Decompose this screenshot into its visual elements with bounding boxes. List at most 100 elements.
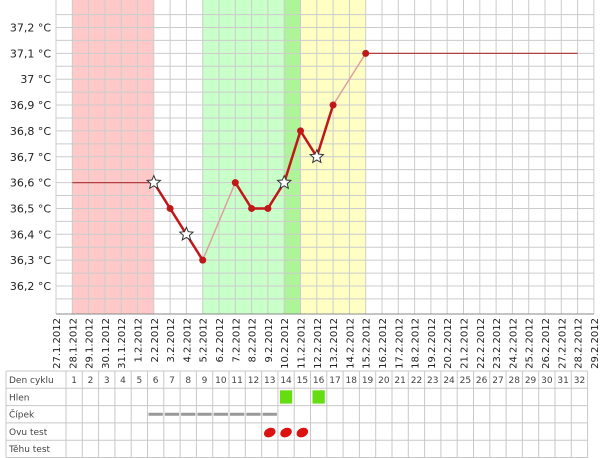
ovu-mark (280, 427, 292, 438)
table-row-label: Den cyklu (9, 376, 54, 386)
day-number: 5 (136, 376, 142, 386)
y-tick-label: 36,8 °C (10, 125, 51, 138)
table-row-label: Ovu test (9, 428, 48, 438)
ovu-mark (263, 427, 276, 438)
x-tick-label: 1.2.2012 (134, 318, 145, 363)
cipek-mark (262, 412, 277, 416)
hlen-mark (312, 390, 325, 404)
day-number: 12 (248, 376, 259, 386)
cycle-table-marks (148, 390, 325, 438)
day-number: 32 (574, 376, 585, 386)
x-tick-label: 2.2.2012 (150, 318, 161, 363)
day-number: 18 (346, 376, 358, 386)
chart-grid (55, 0, 595, 315)
cipek-mark (164, 412, 180, 416)
day-number: 17 (329, 376, 340, 386)
day-number: 8 (185, 376, 191, 386)
data-point (199, 256, 207, 264)
x-tick-label: 15.2.2012 (362, 318, 373, 369)
cipek-mark (181, 412, 196, 416)
day-number: 10 (215, 376, 227, 386)
ovu-mark (296, 427, 309, 438)
x-tick-label: 11.2.2012 (297, 318, 308, 369)
x-tick-label: 7.2.2012 (231, 318, 242, 363)
star-marker (308, 148, 325, 164)
table-row-label: Hlen (9, 393, 30, 403)
day-number: 27 (492, 376, 503, 386)
day-number: 15 (297, 376, 308, 386)
x-tick-label: 25.2.2012 (525, 318, 536, 369)
cipek-mark (197, 412, 212, 416)
x-tick-label: 18.2.2012 (411, 318, 422, 369)
data-point (248, 204, 256, 212)
day-number: 31 (557, 376, 568, 386)
day-number: 14 (280, 376, 292, 386)
line-segment (234, 181, 253, 210)
temperature-chart: 36,2 °C 36,3 °C 36,4 °C 36,5 °C 36,6 °C 36,7 … (10, 0, 600, 369)
star-marker (178, 226, 195, 241)
y-tick-label: 36,4 °C (10, 228, 51, 241)
data-point (264, 204, 272, 212)
day-number: 16 (313, 376, 325, 386)
x-tick-label: 24.2.2012 (508, 318, 519, 369)
day-number: 1 (71, 376, 77, 386)
day-number: 19 (362, 376, 374, 386)
day-number: 23 (427, 376, 438, 386)
line-segment (332, 52, 367, 106)
y-tick-label: 37,2 °C (10, 22, 51, 35)
day-number: 29 (525, 376, 537, 386)
x-tick-label: 17.2.2012 (394, 318, 405, 369)
hlen-mark (279, 390, 293, 404)
data-point (166, 204, 174, 212)
day-number: 4 (120, 376, 126, 386)
cipek-mark (230, 412, 245, 416)
day-number: 6 (153, 376, 159, 386)
y-tick-label: 36,5 °C (10, 202, 51, 215)
line-segment (169, 207, 188, 235)
day-number: 13 (264, 376, 275, 386)
x-tick-label: 29.1.2012 (85, 318, 96, 369)
day-number: 20 (378, 376, 390, 386)
table-row-label: Těhu test (8, 445, 51, 455)
x-tick-label: 26.2.2012 (541, 318, 552, 369)
data-point (329, 101, 337, 109)
x-tick-label: 27.1.2012 (52, 318, 63, 369)
x-tick-label: 23.2.2012 (492, 318, 503, 369)
day-number: 3 (104, 376, 110, 386)
line-segment (315, 104, 335, 158)
day-number: 21 (394, 376, 405, 386)
x-tick-label: 16.2.2012 (378, 318, 389, 369)
day-number: 9 (202, 376, 208, 386)
x-tick-label: 19.2.2012 (427, 318, 438, 369)
x-tick-label: 13.2.2012 (329, 318, 340, 369)
x-tick-label: 20.2.2012 (443, 318, 454, 369)
x-tick-label: 9.2.2012 (264, 318, 275, 363)
line-segment (202, 182, 236, 261)
y-tick-label: 37 °C (20, 73, 51, 86)
y-axis-ticks: 36,2 °C 36,3 °C 36,4 °C 36,5 °C 36,6 °C 36,7 … (10, 22, 51, 294)
star-marker (276, 174, 293, 190)
x-tick-label: 21.2.2012 (460, 318, 471, 369)
day-number: 11 (231, 376, 242, 386)
data-point (231, 179, 239, 187)
day-number: 2 (88, 376, 94, 386)
x-tick-label: 10.2.2012 (280, 318, 291, 369)
day-number: 30 (541, 376, 553, 386)
cipek-mark (213, 412, 228, 416)
x-tick-label: 29.2.2012 (590, 318, 600, 369)
x-tick-label: 31.1.2012 (117, 318, 128, 369)
x-tick-label: 22.2.2012 (476, 318, 487, 369)
y-tick-label: 36,7 °C (10, 151, 51, 164)
line-segment (283, 130, 302, 183)
x-tick-label: 28.2.2012 (574, 318, 585, 369)
y-tick-label: 36,3 °C (10, 254, 51, 267)
temperature-markers (145, 49, 370, 264)
x-tick-label: 8.2.2012 (248, 318, 259, 363)
line-segment (299, 130, 318, 158)
x-axis-ticks: 27.1.2012 28.1.2012 29.1.2012 30.1.2012 31.1… (52, 318, 600, 369)
x-tick-label: 30.1.2012 (101, 318, 112, 369)
day-number: 25 (460, 376, 471, 386)
x-tick-label: 28.1.2012 (68, 318, 79, 369)
